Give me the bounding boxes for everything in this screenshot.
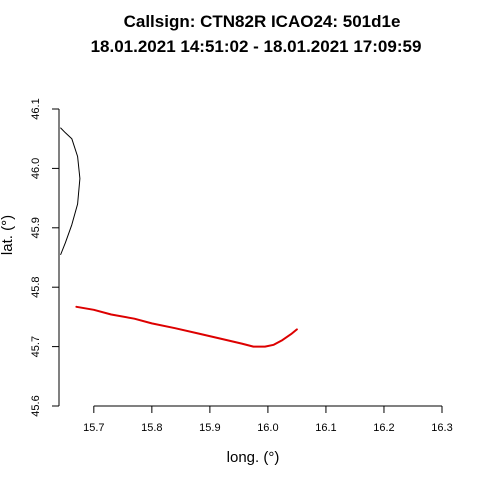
y-tick-label: 45.6 bbox=[30, 395, 42, 416]
x-tick-label: 15.9 bbox=[199, 422, 220, 434]
y-tick-label: 46.1 bbox=[30, 98, 42, 119]
y-tick-label: 46.0 bbox=[30, 158, 42, 179]
x-tick-label: 15.8 bbox=[141, 422, 162, 434]
chart-title-line-2: 18.01.2021 14:51:02 - 18.01.2021 17:09:5… bbox=[91, 37, 422, 56]
x-tick-label: 16.0 bbox=[257, 422, 278, 434]
y-tick-label: 45.8 bbox=[30, 276, 42, 297]
flight-track-2 bbox=[75, 305, 298, 348]
x-tick-label: 15.7 bbox=[83, 422, 104, 434]
x-tick-label: 16.3 bbox=[431, 422, 452, 434]
x-axis-label: long. (°) bbox=[227, 449, 280, 466]
chart-title-line-1: Callsign: CTN82R ICAO24: 501d1e bbox=[124, 12, 401, 31]
x-tick-label: 16.2 bbox=[373, 422, 394, 434]
axes: 15.7 15.8 15.9 16.0 16.1 16.2 16.3 45.6 45.7 45.8… bbox=[30, 98, 453, 434]
flight-track-1 bbox=[60, 127, 81, 255]
y-axis-label: lat. (°) bbox=[0, 215, 16, 255]
y-tick-label: 45.7 bbox=[30, 336, 42, 357]
x-tick-label: 16.1 bbox=[315, 422, 336, 434]
series-layer bbox=[60, 127, 298, 348]
y-tick-label: 45.9 bbox=[30, 217, 42, 238]
